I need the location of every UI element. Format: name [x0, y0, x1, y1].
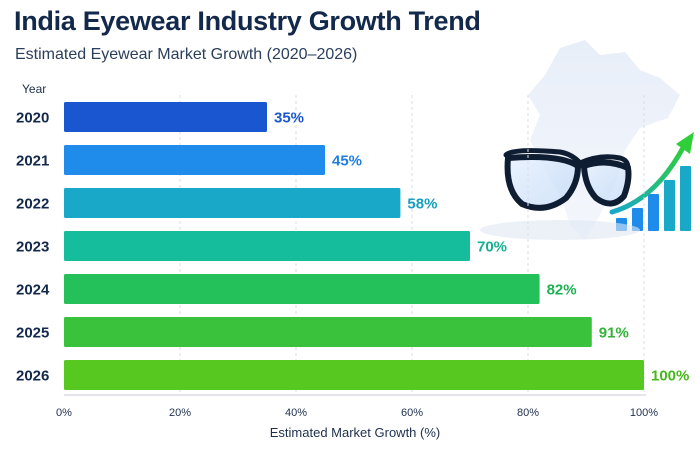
bar-2023 [64, 231, 470, 261]
chart-subtitle: Estimated Eyewear Market Growth (2020–20… [15, 46, 358, 63]
x-axis-label: Estimated Market Growth (%) [270, 425, 441, 440]
bar-2021 [64, 145, 325, 175]
data-label-2025: 91% [599, 325, 629, 342]
data-label-2024: 82% [547, 282, 577, 299]
x-tick-label: 0% [56, 407, 72, 419]
data-labels: 35% 45% 58% 70% 82% 91% 100% [274, 110, 689, 385]
bar-2026 [64, 360, 644, 390]
data-label-2020: 35% [274, 110, 304, 127]
y-tick-label-2024: 2024 [16, 282, 50, 299]
x-tick-labels: 0% 20% 40% 60% 80% 100% [56, 407, 658, 419]
data-label-2026: 100% [651, 368, 689, 385]
data-label-2022: 58% [407, 196, 437, 213]
bar-2025 [64, 317, 592, 347]
bars [64, 102, 644, 390]
x-tick-label: 20% [169, 407, 191, 419]
chart-title: India Eyewear Industry Growth Trend [14, 6, 481, 36]
x-tick-label: 100% [630, 407, 658, 419]
growth-arrow-icon [609, 132, 694, 215]
y-tick-label-2023: 2023 [16, 239, 49, 256]
y-axis-label: Year [22, 82, 46, 96]
data-label-2021: 45% [332, 153, 362, 170]
y-tick-label-2026: 2026 [16, 368, 49, 385]
bar-2020 [64, 102, 267, 132]
data-label-2023: 70% [477, 239, 507, 256]
y-tick-label-2020: 2020 [16, 110, 49, 127]
y-tick-labels: 2020 2021 2022 2023 2024 2025 2026 [16, 110, 50, 385]
x-tick-label: 80% [517, 407, 539, 419]
x-tick-label: 60% [401, 407, 423, 419]
growth-bars-illustration [616, 166, 691, 231]
x-tick-label: 40% [285, 407, 307, 419]
eyeglasses-icon [480, 148, 640, 240]
y-tick-label-2025: 2025 [16, 325, 49, 342]
bar-2024 [64, 274, 540, 304]
bar-2022 [64, 188, 401, 218]
y-tick-label-2021: 2021 [16, 153, 49, 170]
y-tick-label-2022: 2022 [16, 196, 49, 213]
